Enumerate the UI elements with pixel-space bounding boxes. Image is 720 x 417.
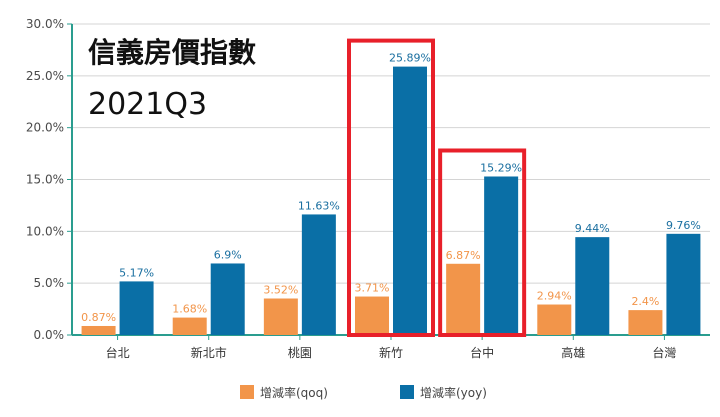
bar-yoy [575, 237, 610, 335]
legend-swatch [400, 385, 414, 399]
bar-qoq [263, 298, 298, 335]
bar-qoq [81, 325, 116, 335]
data-label: 25.89% [389, 52, 431, 65]
data-label: 5.17% [119, 266, 154, 279]
data-label: 2.94% [537, 290, 572, 303]
y-tick-label: 30.0% [26, 17, 64, 31]
bar-yoy [393, 66, 427, 336]
x-tick-label: 台灣 [652, 345, 676, 360]
bar-yoy [484, 176, 519, 335]
data-label: 2.4% [631, 295, 659, 308]
highlight-box [347, 38, 435, 338]
bar-qoq [628, 310, 663, 335]
bar-qoq [355, 296, 389, 335]
highlight-box [438, 148, 527, 337]
x-tick-label: 台北 [106, 345, 130, 360]
y-tick-labels: 0.0% 5.0% 10.0% 15.0% 20.0% 25.0% 30.0% [26, 17, 72, 342]
bar-yoy [119, 281, 154, 335]
x-tick-labels: 台北 新北市 桃園 新竹 台中 高雄 台灣 [106, 335, 676, 360]
x-tick-label: 高雄 [561, 345, 585, 360]
legend-swatch [240, 385, 254, 399]
chart-title: 信義房價指數 [88, 36, 256, 69]
bar-yoy [210, 263, 245, 335]
bar-yoy [301, 214, 336, 335]
x-tick-label: 新北市 [191, 345, 227, 360]
bar-qoq [172, 317, 207, 335]
y-tick-label: 25.0% [26, 69, 64, 83]
bar-yoy [666, 233, 701, 335]
data-label: 0.87% [81, 311, 116, 324]
data-label: 9.44% [575, 222, 610, 235]
bars [81, 66, 701, 336]
y-tick-label: 10.0% [26, 224, 64, 238]
data-label: 15.29% [480, 161, 522, 174]
data-label: 11.63% [298, 199, 340, 212]
x-tick-label: 台中 [470, 345, 494, 360]
bar-qoq [446, 263, 481, 335]
data-label: 3.71% [355, 282, 390, 295]
y-tick-label: 15.0% [26, 173, 64, 187]
legend-label: 增減率(yoy) [420, 385, 487, 400]
y-tick-label: 5.0% [34, 276, 65, 290]
legend-label: 增減率(qoq) [260, 385, 328, 400]
y-tick-label: 0.0% [34, 328, 65, 342]
highlight-boxes [347, 38, 527, 338]
data-label: 6.9% [214, 248, 242, 261]
bar-qoq [537, 304, 572, 335]
y-tick-label: 20.0% [26, 121, 64, 135]
chart-subtitle: 2021Q3 [88, 87, 207, 122]
x-tick-label: 新竹 [379, 345, 403, 360]
data-label: 1.68% [172, 303, 207, 316]
data-label: 3.52% [263, 284, 298, 297]
data-labels: 0.87% 5.17% 1.68% 6.9% 3.52% 11.63% 3.71% 25.89… [81, 52, 701, 324]
data-label: 9.76% [666, 219, 701, 232]
x-tick-label: 桃園 [288, 345, 312, 360]
data-label: 6.87% [446, 249, 481, 262]
legend: 增減率(qoq) 增減率(yoy) [240, 385, 487, 400]
